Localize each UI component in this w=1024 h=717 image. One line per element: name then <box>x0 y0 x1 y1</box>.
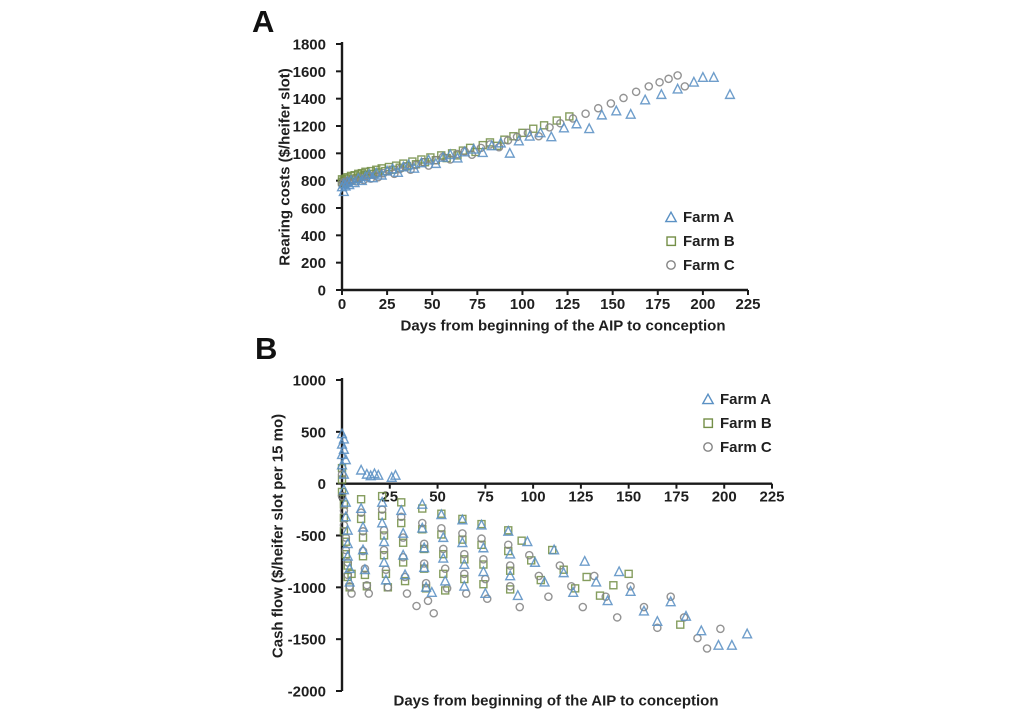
panel-b-x-tick-label: 150 <box>616 489 641 506</box>
legend-item-farm-c: Farm C <box>664 253 735 277</box>
panel-a-y-tick-label: 1600 <box>293 64 326 81</box>
panel-a-axes: 0 200 400 600 800 1000 1200 1400 1600 1800 0 25 50 75… <box>293 37 761 314</box>
panel-b-x-tick-label: 175 <box>664 489 689 506</box>
panel-b-x-tick-label: 200 <box>712 489 737 506</box>
legend-label-farm-b: Farm B <box>683 232 735 250</box>
legend-label-farm-a: Farm A <box>720 390 772 408</box>
legend-label-farm-a: Farm A <box>683 208 735 226</box>
panel-a-x-tick-label: 150 <box>600 296 625 313</box>
panel-b-y-tick-label: 1000 <box>293 373 326 390</box>
panel-a-y-tick-label: 1200 <box>293 119 326 136</box>
panel-a: 0 200 400 600 800 1000 1200 1400 1600 1800 0 25 50 75… <box>293 37 761 314</box>
panel-a-x-tick-label: 225 <box>735 296 760 313</box>
panel-b-x-axis-title: Days from beginning of the AIP to concep… <box>393 692 719 710</box>
panel-b-axes: 1000 500 0 -500 -1000 -1500 -2000 0 25 50 75 100 125… <box>288 373 785 701</box>
panel-a-x-tick-label: 100 <box>510 296 535 313</box>
panel-b-y-tick-label: -500 <box>296 528 326 545</box>
panel-a-y-tick-label: 1400 <box>293 91 326 108</box>
triangle-icon <box>664 210 678 223</box>
panel-b: 1000 500 0 -500 -1000 -1500 -2000 0 25 50 75 100 125… <box>288 373 785 701</box>
panel-a-y-tick-label: 400 <box>301 228 326 245</box>
panel-b-series-farm-a <box>336 427 753 650</box>
legend-item-farm-b: Farm B <box>701 411 772 435</box>
panel-b-x-tick-label: 0 <box>338 489 346 506</box>
legend-label-farm-c: Farm C <box>683 256 735 274</box>
panel-a-x-axis-title: Days from beginning of the AIP to concep… <box>400 317 726 335</box>
panel-b-y-tick-label: 0 <box>318 476 326 493</box>
panel-a-x-tick-label: 200 <box>690 296 715 313</box>
panel-a-x-tick-label: 0 <box>338 296 346 313</box>
panel-a-y-tick-label: 200 <box>301 255 326 272</box>
panel-a-x-tick-label: 25 <box>379 296 396 313</box>
panel-a-y-tick-label: 800 <box>301 173 326 190</box>
panel-b-series-farm-b <box>337 463 685 629</box>
panel-a-letter: A <box>252 4 275 39</box>
panel-b-y-tick-label: -1500 <box>288 632 326 649</box>
panel-a-x-tick-label: 75 <box>469 296 486 313</box>
panel-b-x-tick-label: 75 <box>477 489 494 506</box>
triangle-icon <box>701 392 715 405</box>
panel-b-letter: B <box>255 331 278 366</box>
panel-a-x-tick-label: 125 <box>555 296 580 313</box>
square-icon <box>703 418 714 429</box>
legend-label-farm-b: Farm B <box>720 414 772 432</box>
legend-label-farm-c: Farm C <box>720 438 772 456</box>
panel-a-x-tick-label: 50 <box>424 296 441 313</box>
panel-b-x-tick-label: 50 <box>429 489 446 506</box>
panel-a-series-farm-a <box>336 71 736 197</box>
panel-b-x-tick-label: 225 <box>759 489 784 506</box>
legend-item-farm-b: Farm B <box>664 229 735 253</box>
panel-a-y-tick-label: 600 <box>301 201 326 218</box>
panel-a-legend: Farm A Farm B Farm C <box>664 205 735 277</box>
panel-a-y-tick-label: 0 <box>318 283 326 300</box>
panel-b-y-tick-label: 500 <box>301 424 326 441</box>
panel-b-series-farm-c <box>337 470 725 653</box>
panel-a-x-tick-label: 175 <box>645 296 670 313</box>
panel-b-legend: Farm A Farm B Farm C <box>701 387 772 459</box>
panel-a-y-tick-label: 1800 <box>293 37 326 54</box>
legend-item-farm-c: Farm C <box>701 435 772 459</box>
panel-b-y-tick-label: -1000 <box>288 580 326 597</box>
legend-item-farm-a: Farm A <box>701 387 772 411</box>
legend-item-farm-a: Farm A <box>664 205 735 229</box>
panel-b-x-tick-label: 125 <box>568 489 593 506</box>
circle-icon <box>666 260 676 270</box>
panel-b-x-tick-label: 100 <box>521 489 546 506</box>
circle-icon <box>703 442 713 452</box>
square-icon <box>666 236 677 247</box>
panel-a-y-tick-label: 1000 <box>293 146 326 163</box>
panel-b-x-tick-label: 25 <box>381 489 398 506</box>
panel-b-y-tick-label: -2000 <box>288 684 326 701</box>
